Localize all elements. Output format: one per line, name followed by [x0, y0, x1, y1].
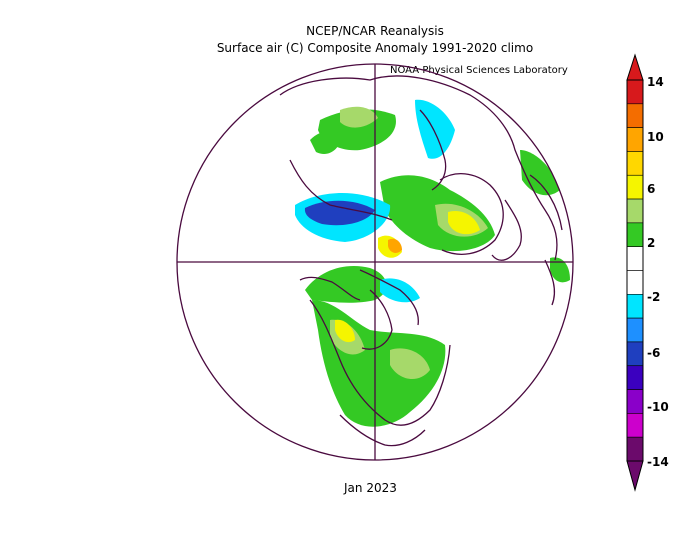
colorbar-tick-label: 2: [647, 236, 656, 250]
colorbar-band: [626, 103, 644, 128]
coast-mexico: [339, 414, 426, 447]
colorbar-band: [626, 365, 644, 390]
colorbar-band: [626, 294, 644, 319]
anomaly-warm-alaska: [305, 266, 387, 303]
coast-africa: [544, 259, 556, 306]
colorbar-band: [626, 127, 644, 152]
colorbar-band: [626, 198, 644, 224]
colorbar-tick-label: -10: [647, 400, 669, 414]
colorbar-tick-label: -2: [647, 290, 661, 304]
coast-europe: [439, 173, 504, 255]
colorbar-band: [626, 151, 644, 176]
colorbar-tick-label: -6: [647, 346, 661, 360]
colorbar-band: [626, 79, 644, 105]
anomaly-warm-atlantic: [550, 257, 570, 283]
colorbar-tick-label: 14: [647, 75, 664, 89]
anomaly-warm-mid-4: [390, 348, 430, 380]
colorbar-tick-label: 6: [647, 182, 656, 196]
colorbar-band: [626, 389, 644, 414]
colorbar-band: [626, 246, 644, 271]
anomaly-warm-higher: [388, 238, 402, 253]
colorbar-band: [626, 222, 644, 247]
coast-greenland: [359, 269, 419, 326]
colorbar-bottom-arrow: [626, 460, 644, 492]
anomaly-cold-scandinavia: [415, 99, 455, 159]
anomaly-warm-greenland: [310, 130, 342, 155]
colorbar-frame: [626, 79, 644, 462]
colorbar-band: [626, 413, 644, 438]
colorbar-tick-label: 10: [647, 130, 664, 144]
colorbar-band: [626, 174, 644, 200]
chart-subtitle: Surface air (C) Composite Anomaly 1991-2…: [216, 41, 534, 55]
colorbar-band: [626, 270, 644, 295]
coast-eurasia-north: [279, 75, 558, 261]
coast-middle-east: [529, 174, 563, 231]
colorbar-top-arrow: [626, 53, 644, 81]
coast-hudson: [361, 289, 393, 350]
map-boundaries: [176, 63, 574, 461]
coast-scandinavia: [419, 109, 447, 191]
colorbar-band: [626, 317, 644, 343]
coast-mediterranean: [491, 199, 522, 261]
anomaly-warm-high-3: [335, 319, 355, 343]
coast-north-america: [309, 299, 451, 426]
coast-siberia: [289, 159, 393, 221]
chart-title: NCEP/NCAR Reanalysis: [306, 24, 444, 38]
credit-label: NOAA Physical Sciences Laboratory: [390, 65, 568, 76]
colorbar-bands: [626, 79, 644, 462]
coast-alaska: [299, 276, 361, 301]
anomaly-warm-mid-1: [340, 106, 378, 128]
date-label: Jan 2023: [344, 481, 397, 495]
colorbar-band: [626, 341, 644, 367]
colorbar-tick-label: -14: [647, 455, 669, 469]
anomaly-fill: [295, 99, 570, 427]
anomaly-warm-high-1: [448, 210, 480, 235]
colorbar-band: [626, 436, 644, 462]
anomaly-cold-siberia-strong: [304, 200, 375, 226]
